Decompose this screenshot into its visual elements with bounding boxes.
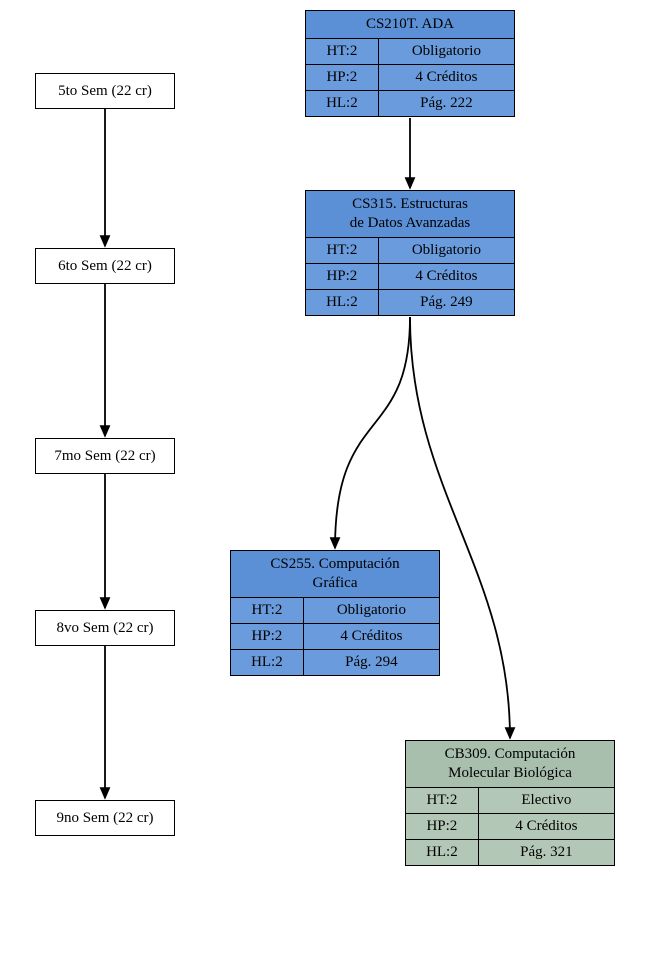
course-row: HL:2Pág. 294 [231, 650, 439, 675]
course-row: HP:24 Créditos [306, 65, 514, 91]
sem-label: 9no Sem (22 cr) [56, 810, 153, 827]
course-row: HT:2Obligatorio [231, 598, 439, 624]
course-cell-left: HP:2 [306, 264, 379, 289]
course-cell-right: Pág. 249 [379, 290, 514, 315]
course-row: HP:24 Créditos [231, 624, 439, 650]
course-cell-right: 4 Créditos [479, 814, 614, 839]
course-cell-right: Obligatorio [379, 39, 514, 64]
course-row: HT:2Obligatorio [306, 238, 514, 264]
course-box-cs255: CS255. ComputaciónGráficaHT:2Obligatorio… [230, 550, 440, 676]
course-row: HL:2Pág. 222 [306, 91, 514, 116]
course-title: CB309. ComputaciónMolecular Biológica [406, 741, 614, 788]
course-title: CS255. ComputaciónGráfica [231, 551, 439, 598]
course-row: HP:24 Créditos [406, 814, 614, 840]
sem-label: 5to Sem (22 cr) [58, 83, 152, 100]
sem-box-sem9: 9no Sem (22 cr) [35, 800, 175, 836]
course-cell-left: HL:2 [406, 840, 479, 865]
course-box-cs210t: CS210T. ADAHT:2ObligatorioHP:24 Créditos… [305, 10, 515, 117]
course-row: HP:24 Créditos [306, 264, 514, 290]
course-cell-right: Obligatorio [379, 238, 514, 263]
course-cell-right: Pág. 321 [479, 840, 614, 865]
course-cell-left: HL:2 [306, 290, 379, 315]
sem-box-sem5: 5to Sem (22 cr) [35, 73, 175, 109]
course-row: HT:2Obligatorio [306, 39, 514, 65]
course-title: CS315. Estructurasde Datos Avanzadas [306, 191, 514, 238]
course-cell-left: HP:2 [406, 814, 479, 839]
course-cell-right: Pág. 222 [379, 91, 514, 116]
course-row: HT:2Electivo [406, 788, 614, 814]
sem-box-sem6: 6to Sem (22 cr) [35, 248, 175, 284]
course-cell-left: HP:2 [306, 65, 379, 90]
course-cell-right: 4 Créditos [379, 264, 514, 289]
sem-box-sem8: 8vo Sem (22 cr) [35, 610, 175, 646]
course-cell-left: HT:2 [231, 598, 304, 623]
course-box-cb309: CB309. ComputaciónMolecular BiológicaHT:… [405, 740, 615, 866]
course-cell-right: Obligatorio [304, 598, 439, 623]
course-row: HL:2Pág. 249 [306, 290, 514, 315]
course-cell-right: Pág. 294 [304, 650, 439, 675]
sem-box-sem7: 7mo Sem (22 cr) [35, 438, 175, 474]
course-cell-left: HL:2 [231, 650, 304, 675]
course-cell-left: HT:2 [406, 788, 479, 813]
course-box-cs315: CS315. Estructurasde Datos AvanzadasHT:2… [305, 190, 515, 316]
course-title: CS210T. ADA [306, 11, 514, 39]
course-cell-left: HT:2 [306, 238, 379, 263]
course-cell-right: Electivo [479, 788, 614, 813]
sem-label: 8vo Sem (22 cr) [56, 620, 153, 637]
course-row: HL:2Pág. 321 [406, 840, 614, 865]
course-cell-right: 4 Créditos [304, 624, 439, 649]
course-cell-left: HT:2 [306, 39, 379, 64]
course-cell-left: HP:2 [231, 624, 304, 649]
course-cell-left: HL:2 [306, 91, 379, 116]
sem-label: 6to Sem (22 cr) [58, 258, 152, 275]
course-cell-right: 4 Créditos [379, 65, 514, 90]
sem-label: 7mo Sem (22 cr) [54, 448, 155, 465]
